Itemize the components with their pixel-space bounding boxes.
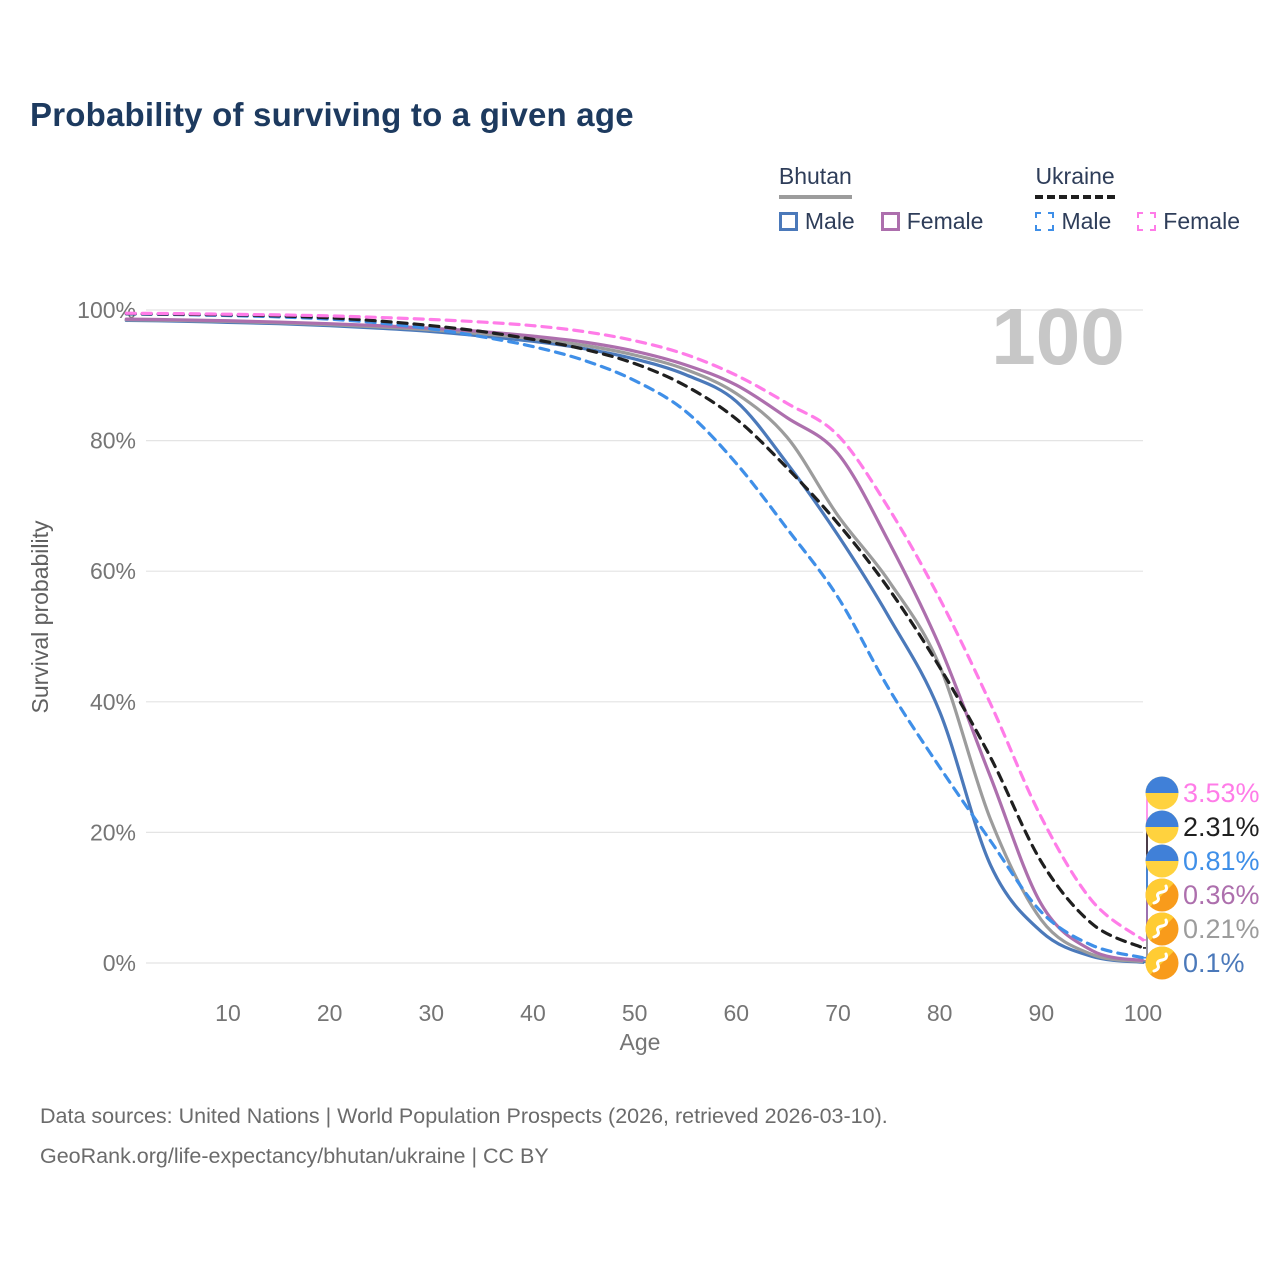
legend-item-ukraine-male[interactable]: Male (1035, 208, 1111, 235)
x-tick-label-70: 70 (825, 1000, 851, 1026)
bhutan-male-swatch (778, 212, 798, 231)
legend-item-label: Male (1061, 208, 1112, 234)
ukraine-male-swatch (1035, 212, 1055, 231)
series-line-bhutan-male[interactable] (124, 318, 1145, 964)
age-counter-watermark: 100 (991, 292, 1124, 381)
y-tick-label-60: 60% (90, 558, 136, 584)
x-tick-label-20: 20 (317, 1000, 343, 1026)
bhutan-flag-icon (1145, 946, 1179, 980)
x-tick-label-30: 30 (419, 1000, 445, 1026)
x-tick-label-60: 60 (724, 1000, 750, 1026)
y-tick-label-40: 40% (90, 689, 136, 715)
end-value-label: 3.53% (1183, 778, 1260, 808)
y-tick-label-20: 20% (90, 819, 136, 845)
legend-item-bhutan-male[interactable]: Male (778, 208, 855, 235)
legend-items-bhutan: Male Female (778, 208, 984, 235)
ukraine-female-swatch (1137, 212, 1157, 231)
legend-item-label: Female (1163, 208, 1240, 234)
ukraine-flag-icon (1145, 810, 1179, 844)
chart-footer: Data sources: United Nations | World Pop… (40, 1096, 888, 1176)
legend-item-label: Female (906, 208, 984, 234)
series-line-ukraine[interactable] (124, 311, 1145, 950)
legend-group-bhutan: Bhutan Male Female (778, 163, 984, 235)
x-tick-label-80: 80 (927, 1000, 953, 1026)
bhutan-flag-icon (1145, 878, 1179, 912)
attribution-line: GeoRank.org/life-expectancy/bhutan/ukrai… (40, 1144, 549, 1168)
y-tick-label-0: 0% (103, 950, 136, 976)
end-value-label: 0.1% (1183, 948, 1245, 978)
bhutan-female-swatch (880, 212, 900, 231)
grid (146, 309, 1143, 964)
legend-items-ukraine: Male Female (1035, 208, 1240, 235)
series-lines (124, 311, 1145, 964)
x-tick-label-90: 90 (1029, 1000, 1055, 1026)
x-tick-label-40: 40 (520, 1000, 546, 1026)
series-line-bhutan-female[interactable] (124, 317, 1145, 963)
end-value-label: 0.21% (1183, 914, 1260, 944)
chart-legend: Bhutan Male Female Ukraine Male Female (778, 163, 1240, 235)
x-tick-label-10: 10 (215, 1000, 241, 1026)
legend-item-label: Male (804, 208, 855, 234)
legend-country-bhutan: Bhutan (778, 163, 852, 199)
x-tick-label-50: 50 (622, 1000, 648, 1026)
ukraine-flag-icon (1145, 776, 1179, 810)
legend-group-ukraine: Ukraine Male Female (1035, 163, 1240, 235)
page-title: Probability of surviving to a given age (30, 96, 634, 133)
y-tick-label-80: 80% (90, 428, 136, 454)
data-sources-line: Data sources: United Nations | World Pop… (40, 1104, 888, 1128)
end-value-label: 2.31% (1183, 812, 1260, 842)
legend-country-ukraine: Ukraine (1035, 163, 1115, 199)
legend-item-ukraine-female[interactable]: Female (1137, 208, 1240, 235)
end-value-label: 0.36% (1183, 880, 1260, 910)
bhutan-flag-icon (1145, 912, 1179, 946)
ukraine-flag-icon (1145, 844, 1179, 878)
end-value-labels: 3.53% 2.31% 0.81% 0.36% 0.21% 0.1% (1143, 776, 1260, 980)
end-value-label: 0.81% (1183, 846, 1260, 876)
series-line-ukraine-female[interactable] (124, 311, 1145, 942)
x-tick-label-100: 100 (1124, 1000, 1162, 1026)
y-axis-title: Survival probability (27, 520, 53, 714)
legend-item-bhutan-female[interactable]: Female (880, 208, 984, 235)
axes: 0%20%40%60%80%100%10 20 30 40 50 60 70 80 90 100A… (27, 297, 1162, 1055)
x-axis-title: Age (620, 1029, 661, 1055)
